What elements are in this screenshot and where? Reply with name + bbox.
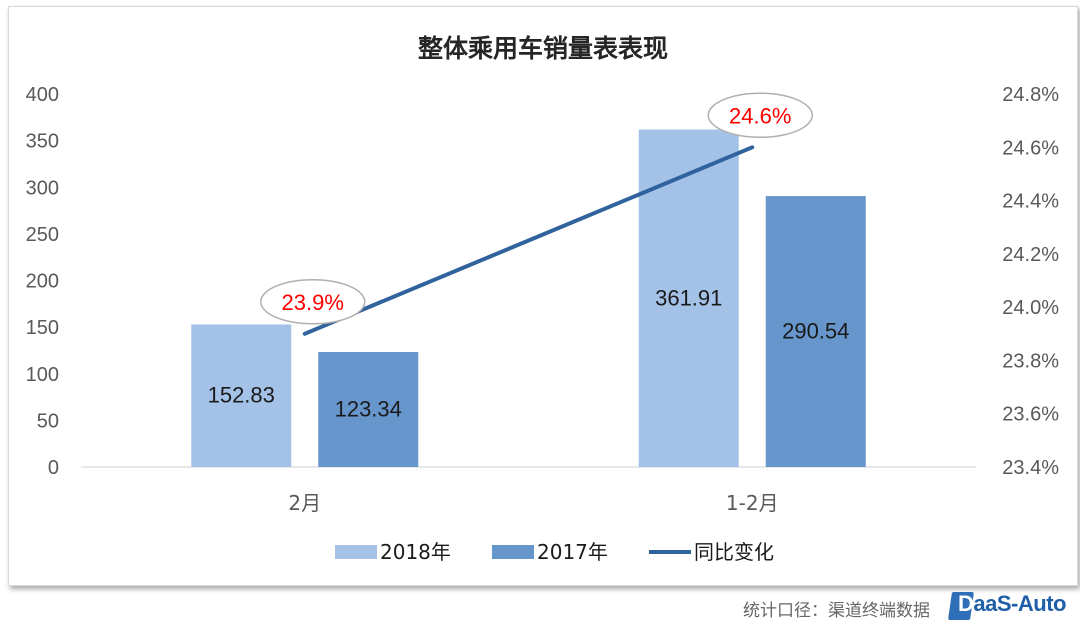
y-left-tick-label: 100: [26, 364, 59, 386]
y-left-tick-label: 400: [26, 84, 59, 106]
y-left-tick-label: 300: [26, 177, 59, 199]
line-series: [302, 145, 755, 336]
logo-text: DaaS-Auto: [958, 591, 1066, 617]
line-data-label: 24.6%: [729, 103, 791, 128]
source-note: 统计口径：渠道终端数据: [743, 601, 930, 621]
daas-auto-logo: DaaS-Auto: [948, 588, 1070, 624]
bar-data-label: 152.83: [208, 383, 275, 408]
x-category-label: 1-2月: [726, 491, 779, 515]
y-right-tick-label: 23.8%: [1002, 350, 1059, 372]
bar-data-label: 361.91: [655, 285, 722, 310]
bar: [191, 324, 292, 467]
legend-swatch: [335, 545, 377, 559]
bar: [318, 351, 419, 467]
bar-data-label: 290.54: [782, 319, 849, 344]
chart-frame: 整体乘用车销量表表现 0 50 100 150 200 250 300 350 400 23.4% 2…: [8, 6, 1078, 586]
y-right-tick-label: 24.8%: [1002, 84, 1059, 106]
y-left-tick-label: 200: [26, 271, 59, 293]
y-right-tick-label: 24.6%: [1002, 137, 1059, 159]
y-left-tick-label: 0: [48, 457, 59, 479]
legend-label: 同比变化: [694, 540, 774, 564]
y-left-tick-label: 250: [26, 224, 59, 246]
legend-swatch: [492, 545, 534, 559]
y-left-tick-label: 350: [26, 131, 59, 153]
y-left-tick-label: 150: [26, 317, 59, 339]
bar-data-label: 123.34: [335, 396, 402, 421]
y-right-tick-label: 23.6%: [1002, 404, 1059, 426]
bar: [765, 196, 866, 467]
legend-label: 2017年: [537, 540, 608, 564]
line-data-label: 23.9%: [282, 290, 344, 315]
chart-title: 整体乘用车销量表表现: [418, 34, 668, 63]
line-label-callout: [260, 279, 366, 325]
y-right-tick-label: 23.4%: [1002, 457, 1059, 479]
line-label-callout: [707, 92, 813, 139]
chart-svg: 整体乘用车销量表表现 0 50 100 150 200 250 300 350 400 23.4% 2…: [26, 34, 1060, 564]
y-right-tick-label: 24.0%: [1002, 297, 1059, 319]
y-right-tick-label: 24.2%: [1002, 244, 1059, 266]
legend-label: 2018年: [380, 540, 451, 564]
y-left-tick-label: 50: [37, 410, 59, 432]
logo-first-letter: D: [958, 591, 974, 616]
logo-rest: aaS-Auto: [973, 591, 1066, 616]
x-category-label: 2月: [288, 491, 321, 515]
y-right-tick-label: 24.4%: [1002, 191, 1059, 213]
